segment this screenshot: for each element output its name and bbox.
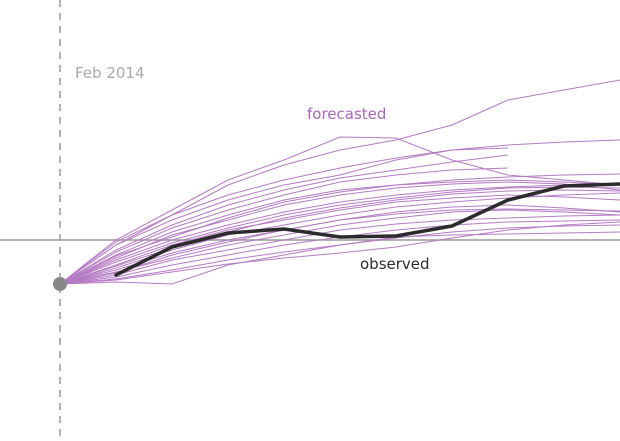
- observed-line: [114, 182, 620, 277]
- forecast-line-18: [59, 231, 620, 285]
- forecast-line-20: [59, 189, 620, 285]
- forecast-line-3: [59, 139, 620, 285]
- forecast-line-4: [59, 147, 509, 285]
- forecast-line-7: [59, 181, 620, 285]
- forecast-line-19: [59, 167, 509, 285]
- forecast-line-8: [59, 184, 620, 285]
- forecast-line-13: [59, 209, 620, 285]
- start-point-marker: [53, 277, 67, 291]
- start-date-label: Feb 2014: [75, 64, 145, 82]
- forecasted-label: forecasted: [307, 105, 386, 123]
- forecast-line-6: [59, 179, 620, 285]
- forecast-line-17: [59, 221, 620, 285]
- forecast-line-14: [59, 214, 620, 285]
- forecast-line-1: [59, 79, 620, 285]
- forecast-line-9: [59, 186, 620, 285]
- forecast-line-5: [59, 154, 509, 285]
- forecast-line-22: [59, 173, 620, 285]
- forecast-line-21: [59, 208, 620, 285]
- observed-label: observed: [360, 255, 430, 273]
